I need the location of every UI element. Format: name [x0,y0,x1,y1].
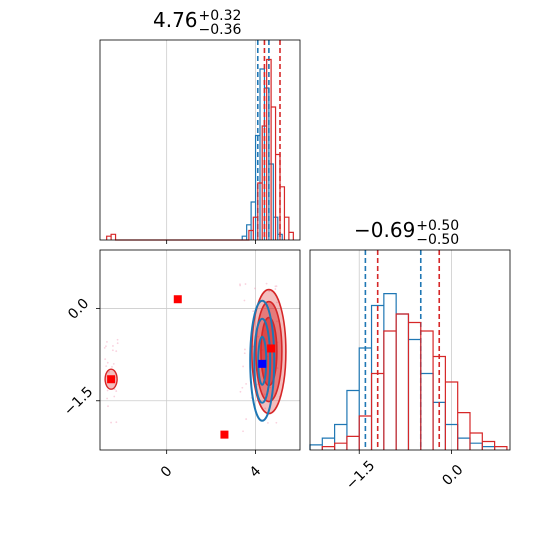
title-param-1: 4.76 +0.32 −0.36 [153,8,241,37]
title-1-value: 4.76 [153,8,198,32]
joint-sample-point [274,288,277,290]
joint-sample-point [110,421,112,424]
joint-sample-point [106,341,108,343]
title-2-plus: +0.50 [416,217,460,234]
joint-sample-point [269,386,272,389]
joint-sample-point [252,310,255,313]
joint-contour-series-a [253,317,272,404]
joint-sample-point [105,345,107,348]
joint-sample-point [111,349,114,352]
joint-ytick-label: 0.0 [65,296,92,323]
joint-sample-point [239,390,242,393]
joint-sample-point [274,285,277,288]
joint-marker-series-b [173,295,182,304]
joint-sample-point [116,342,119,345]
joint-sample-point [106,361,109,364]
marginal-2-hist-series-1 [309,293,496,450]
joint-sample-point [108,370,111,373]
joint-marker-series-b [220,430,229,439]
joint-sample-point [115,421,118,424]
joint-sample-point [276,367,279,369]
joint-sample-point [115,390,118,392]
joint-marker-series-b [107,375,116,384]
joint-sample-point [245,383,248,385]
joint-marker-series-a [258,359,267,368]
marginal-2-xtick-label: −1.5 [343,458,378,493]
title-2-minus: −0.50 [416,231,460,248]
joint-sample-point [244,283,247,285]
joint-sample-point [264,407,267,410]
joint-sample-point [276,320,278,323]
joint-sample-point [242,365,245,368]
joint-sample-point [104,358,107,360]
joint-sample-point [103,346,106,349]
joint-sample-point [105,365,108,368]
marginal-1-frame [99,39,301,241]
joint-sample-point [115,350,118,353]
joint-sample-point [116,338,119,341]
joint-sample-point [244,348,246,351]
title-param-2: −0.69 +0.50 −0.50 [354,218,459,247]
joint-marker-series-b [267,344,276,353]
joint-sample-point [107,405,109,408]
marginal-2-xtick-label: 0.0 [439,462,466,489]
joint-sample-point [245,418,248,420]
title-1-minus: −0.36 [198,21,242,38]
joint-xtick-label: 4 [247,463,265,481]
joint-sample-point [242,430,244,433]
joint-sample-point [243,352,246,355]
joint-contour-series-a [249,299,276,422]
marginal-2-frame [309,249,511,451]
joint-xtick-label: 0 [158,463,176,481]
joint-sample-point [255,399,258,402]
joint-sample-point [257,335,260,338]
joint-sample-point [275,301,278,304]
title-2-value: −0.69 [354,218,416,242]
joint-ytick-label: −1.5 [61,384,96,419]
joint-sample-point [112,362,115,365]
joint-sample-point [256,383,259,386]
joint-sample-point [243,299,246,302]
joint-sample-point [113,395,116,398]
joint-sample-point [275,421,278,424]
joint-sample-point [239,284,242,287]
joint-sample-point [265,282,268,285]
joint-frame [99,249,301,451]
joint-sample-point [112,345,114,347]
joint-sample-point [268,290,271,292]
joint-sample-point [263,393,266,396]
joint-sample-point [241,386,244,389]
joint-sample-point [267,422,269,424]
marginal-2-hist-series-2 [321,313,508,450]
joint-sample-point [106,389,109,392]
marginal-1-hist-series-2 [106,58,294,241]
joint-sample-point [106,397,108,400]
title-1-plus: +0.32 [198,7,242,24]
joint-sample-point [254,287,256,290]
joint-sample-point [111,365,113,368]
